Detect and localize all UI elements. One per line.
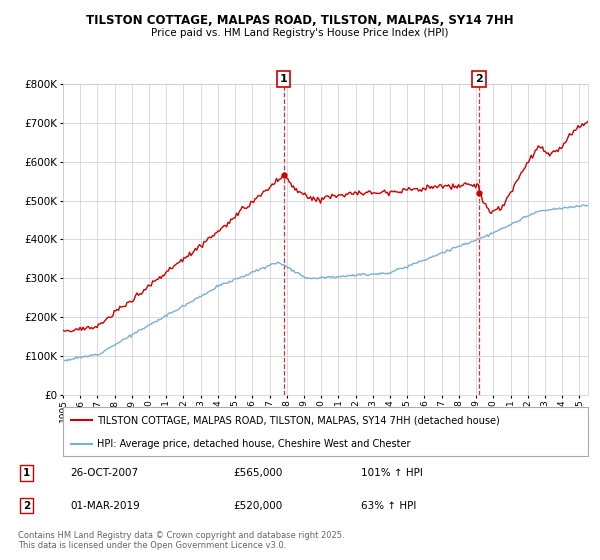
Text: 2: 2 [23,501,30,511]
FancyBboxPatch shape [63,407,588,456]
Text: 63% ↑ HPI: 63% ↑ HPI [361,501,416,511]
Text: TILSTON COTTAGE, MALPAS ROAD, TILSTON, MALPAS, SY14 7HH: TILSTON COTTAGE, MALPAS ROAD, TILSTON, M… [86,14,514,27]
Text: 1: 1 [280,74,287,84]
Text: 26-OCT-2007: 26-OCT-2007 [70,468,139,478]
Text: 2: 2 [475,74,483,84]
Text: £520,000: £520,000 [233,501,283,511]
Text: £565,000: £565,000 [233,468,283,478]
Text: TILSTON COTTAGE, MALPAS ROAD, TILSTON, MALPAS, SY14 7HH (detached house): TILSTON COTTAGE, MALPAS ROAD, TILSTON, M… [97,416,500,426]
Text: 1: 1 [23,468,30,478]
Text: 01-MAR-2019: 01-MAR-2019 [70,501,140,511]
Text: Contains HM Land Registry data © Crown copyright and database right 2025.
This d: Contains HM Land Registry data © Crown c… [18,531,344,550]
Text: Price paid vs. HM Land Registry's House Price Index (HPI): Price paid vs. HM Land Registry's House … [151,28,449,38]
Text: 101% ↑ HPI: 101% ↑ HPI [361,468,423,478]
Text: HPI: Average price, detached house, Cheshire West and Chester: HPI: Average price, detached house, Ches… [97,439,410,449]
